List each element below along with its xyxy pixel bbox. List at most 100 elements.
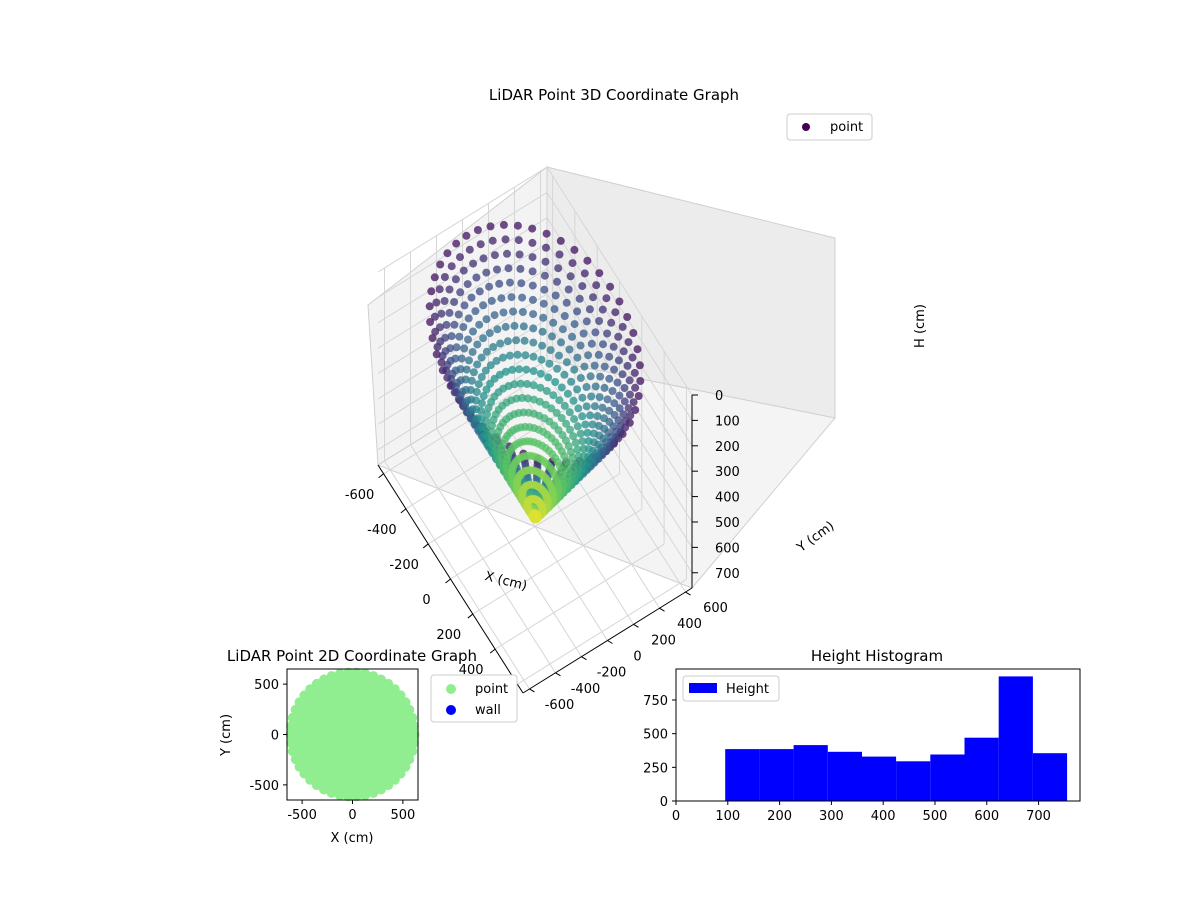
- point-marker: [535, 397, 544, 406]
- x-tick-mark: [467, 613, 474, 619]
- point-marker: [570, 320, 579, 329]
- point-marker: [613, 378, 622, 387]
- point-marker: [528, 281, 537, 290]
- point-marker: [479, 254, 488, 263]
- point-marker: [542, 387, 551, 395]
- point-marker: [432, 298, 441, 307]
- histogram-legend: Height: [682, 675, 780, 702]
- y-tick-label: -500: [249, 779, 279, 794]
- point-marker: [492, 356, 501, 365]
- y-tick-mark: [581, 656, 587, 661]
- point-marker: [476, 240, 485, 249]
- point-marker: [489, 343, 498, 351]
- point-marker: [591, 328, 600, 337]
- point-marker: [607, 318, 616, 327]
- point-marker: [459, 323, 468, 331]
- point-marker: [630, 368, 639, 377]
- point-marker: [538, 327, 547, 336]
- point-marker: [503, 249, 511, 258]
- x-tick-label: 100: [715, 809, 740, 824]
- point-marker: [513, 350, 522, 359]
- point-marker: [469, 259, 478, 268]
- point-marker: [618, 322, 627, 331]
- point-marker: [506, 278, 514, 287]
- point-marker: [594, 350, 603, 359]
- x-tick-mark: [400, 508, 407, 514]
- point-marker: [579, 444, 588, 453]
- point-marker: [437, 309, 446, 318]
- point-marker: [516, 264, 525, 273]
- point-marker: [598, 403, 607, 412]
- point-marker: [471, 307, 480, 316]
- point-marker: [520, 336, 529, 345]
- point-marker: [493, 325, 502, 334]
- point-marker: [609, 342, 618, 351]
- point-marker: [553, 277, 561, 286]
- point-marker: [614, 356, 623, 365]
- point-marker: [635, 361, 644, 370]
- point-marker: [452, 239, 461, 248]
- point-marker: [551, 378, 560, 386]
- point-marker: [592, 281, 601, 290]
- y-tick-label: 250: [643, 761, 668, 776]
- point-marker: [430, 312, 439, 321]
- point-marker: [436, 260, 445, 269]
- plot-3d-legend-box: [786, 113, 873, 141]
- point-marker: [473, 360, 482, 369]
- point-marker: [595, 269, 604, 278]
- point-marker: [536, 383, 545, 392]
- point-marker: [454, 310, 463, 319]
- plot-2d-legend: point wall: [430, 674, 518, 723]
- x-tick-label: -600: [345, 488, 375, 503]
- point-marker: [539, 299, 548, 308]
- point-marker: [495, 279, 504, 288]
- point-marker: [560, 401, 569, 410]
- point-marker: [568, 332, 576, 341]
- x-tick-label: 300: [819, 809, 844, 824]
- point-marker: [589, 429, 598, 438]
- plot-3d-legend-label: point: [830, 120, 863, 135]
- x-tick-label: -200: [389, 558, 419, 573]
- grid-line-z-side: [377, 242, 548, 349]
- point-marker: [585, 305, 594, 314]
- point-marker: [576, 341, 585, 350]
- plot-2d-legend-point-label: point: [475, 682, 508, 697]
- y-tick-label: 0: [633, 650, 641, 665]
- point-marker: [628, 353, 637, 362]
- point-marker: [486, 361, 495, 370]
- point-marker: [474, 380, 483, 389]
- histogram-bar: [725, 749, 760, 801]
- point-marker: [590, 361, 599, 370]
- x-tick-label: -500: [287, 808, 317, 823]
- point-marker: [445, 308, 454, 317]
- plot-3d-ylabel: Y (cm): [794, 519, 838, 556]
- point-marker: [619, 347, 628, 356]
- point-marker: [624, 404, 633, 413]
- point-marker: [473, 340, 482, 349]
- histogram-legend-box: [682, 675, 780, 702]
- point-marker: [600, 414, 609, 423]
- point-marker: [548, 332, 556, 341]
- point-marker: [503, 337, 512, 346]
- histogram-bar: [793, 745, 828, 801]
- point-marker: [495, 370, 504, 379]
- point-marker: [575, 294, 584, 303]
- point-marker: [578, 412, 587, 421]
- y-tick-label: 0: [660, 795, 668, 810]
- point-marker: [603, 395, 612, 404]
- x-tick-label: 700: [1026, 809, 1051, 824]
- point-marker: [560, 312, 569, 320]
- point-marker: [620, 397, 629, 406]
- y-tick-label: -400: [571, 682, 601, 697]
- point-marker: [602, 294, 611, 303]
- grid-line-y: [384, 460, 530, 690]
- x-tick-label: 600: [974, 809, 999, 824]
- point-marker: [441, 333, 450, 342]
- plot-2d-legend-point-marker: [446, 684, 456, 694]
- point-marker: [573, 307, 582, 316]
- y-tick-label: -200: [597, 666, 627, 681]
- histogram-bar: [930, 754, 965, 801]
- point-marker: [529, 352, 538, 361]
- y-tick-label: 600: [703, 601, 728, 616]
- y-tick-label: 500: [254, 678, 279, 693]
